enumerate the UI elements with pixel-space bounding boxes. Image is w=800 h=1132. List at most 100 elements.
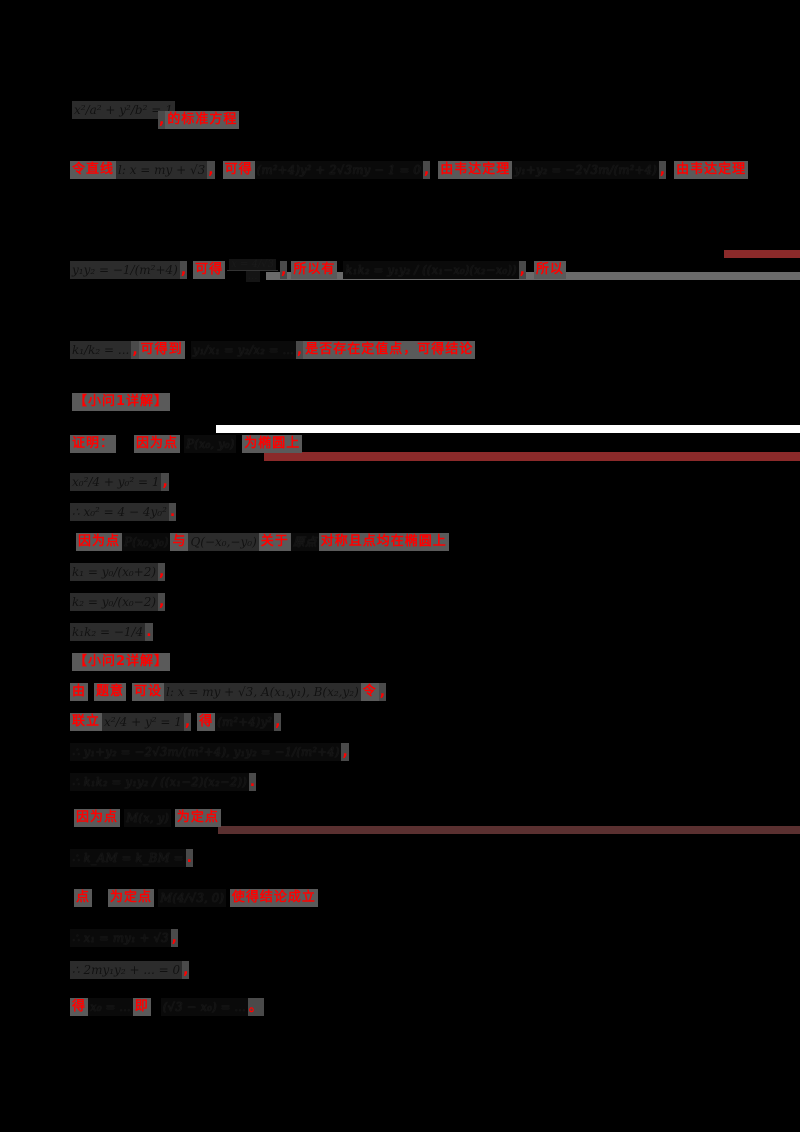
line-14: ∴ y₁+y₂ = −2√3m/(m²+4), y₁y₂ = −1/(m²+4)… xyxy=(70,742,349,762)
label: 为定点 xyxy=(108,889,155,907)
label: 证明： xyxy=(70,435,117,453)
label: 由韦达定理 xyxy=(674,161,749,179)
formula: P(x₀, y₀) xyxy=(184,435,237,453)
label: 联立 xyxy=(70,713,103,731)
punct: , xyxy=(161,473,169,491)
punct: 。 xyxy=(247,998,264,1016)
line-13: 联立 x²/4 + y² = 1 , 得 (m²+4)y² , xyxy=(70,712,282,732)
line-12: 由 题意 可设 l: x = my + √3, A(x₁,y₁), B(x₂,y… xyxy=(70,682,387,702)
punct: , xyxy=(170,929,178,947)
label: 可得到 xyxy=(138,341,185,359)
line-1-label: , 的标准方程 xyxy=(158,110,240,130)
denominator: … xyxy=(245,270,260,282)
formula: Q(−x₀,−y₀) xyxy=(188,533,259,551)
label: 为椭圆上 xyxy=(242,435,303,453)
formula: ∴ y₁+y₂ = −2√3m/(m²+4), y₁y₂ = −1/(m²+4) xyxy=(70,743,342,761)
line-16: 因为点 M(x, y) 为定点 xyxy=(74,808,221,828)
formula: k₂ = y₀/(x₀−2) xyxy=(70,593,159,611)
punct: . xyxy=(185,849,193,867)
red-rule-lower xyxy=(218,826,800,834)
line-9: k₁ = y₀/(x₀+2) , xyxy=(70,562,166,582)
punct: , xyxy=(280,261,288,279)
punct: , xyxy=(274,713,282,731)
formula: y₁/x₁ = y₂/x₂ = ... xyxy=(190,341,296,359)
line-2: 令直线 l: x = my + √3 , 可得 (m²+4)y² + 2√3my… xyxy=(70,160,749,180)
punct: , xyxy=(131,341,139,359)
line-21: 得 x₀ = ... 即 (√3 − x₀) = ... 。 xyxy=(70,994,264,1020)
numerator: x = 4/√3 xyxy=(229,258,277,270)
section-heading: 【小问1详解】 xyxy=(72,393,171,411)
formula: y₁+y₂ = −2√3m/(m²+4) xyxy=(512,161,659,179)
line-5: 证明： 因为点 P(x₀, y₀) 为椭圆上 xyxy=(70,434,303,454)
label: 是否存在定值点，可得结论 xyxy=(303,341,476,359)
punct: , xyxy=(158,593,166,611)
punct: , xyxy=(378,683,387,701)
formula: l: x = my + √3 xyxy=(116,161,208,179)
punct: , xyxy=(518,261,526,279)
formula: ∴ 2my₁y₂ + ... = 0 xyxy=(70,961,183,979)
punct: , xyxy=(179,261,188,279)
label: 点 xyxy=(74,889,93,907)
fraction-bar xyxy=(227,269,279,271)
formula: (m²+4)y² + 2√3my − 1 = 0 xyxy=(254,161,423,179)
label: 对称且点均在椭圆上 xyxy=(318,533,449,551)
label: 所以有 xyxy=(291,261,338,279)
punct: , xyxy=(295,341,304,359)
formula: ∴ k_AM = k_BM = xyxy=(70,849,186,867)
line-10: k₂ = y₀/(x₀−2) , xyxy=(70,592,166,612)
formula: x²/4 + y² = 1 xyxy=(102,713,184,731)
label: 因为点 xyxy=(134,435,181,453)
white-rule xyxy=(216,425,800,433)
line-4: k₁/k₂ = ... , 可得到 y₁/x₁ = y₂/x₂ = ... , … xyxy=(70,332,476,368)
punct: , xyxy=(422,161,431,179)
label: 可得 xyxy=(222,161,255,179)
formula: x₀ = ... xyxy=(88,998,133,1016)
formula: l: x = my + √3, A(x₁,y₁), B(x₂,y₂) xyxy=(164,683,361,701)
label: 使得结论成立 xyxy=(229,889,318,907)
formula: ∴ x₀² = 4 − 4y₀² xyxy=(70,503,169,521)
label: 由 xyxy=(70,683,89,701)
formula: ∴ k₁k₂ = y₁y₂ / ((x₁−2)(x₂−2)) xyxy=(70,773,249,791)
punct: . xyxy=(248,773,257,791)
fraction: x = 4/√3 … xyxy=(227,258,279,282)
line-1: x²/a² + y²/b² = 1 xyxy=(72,100,175,120)
formula: k₁k₂ = y₁y₂ / ((x₁−x₀)(x₂−x₀)) xyxy=(343,261,519,279)
heading-part-1: 【小问1详解】 xyxy=(72,392,171,412)
label: 得 xyxy=(70,998,89,1016)
line-19: ∴ x₁ = my₁ + √3 , xyxy=(70,928,178,948)
label: 题意 xyxy=(94,683,127,701)
section-heading: 【小问2详解】 xyxy=(72,653,171,671)
punct: , xyxy=(158,563,166,581)
formula: x²/a² + y²/b² = 1 xyxy=(72,101,175,119)
formula: ∴ x₁ = my₁ + √3 xyxy=(70,929,171,947)
label: 令 xyxy=(360,683,379,701)
formula: M(4/√3, 0) xyxy=(158,889,226,907)
label: 的标准方程 xyxy=(165,111,240,129)
formula: M(x, y) xyxy=(124,809,171,827)
line-15: ∴ k₁k₂ = y₁y₂ / ((x₁−2)(x₂−2)) . xyxy=(70,772,257,792)
label: 可设 xyxy=(132,683,165,701)
formula: k₁ = y₀/(x₀+2) xyxy=(70,563,159,581)
formula: (√3 − x₀) = ... xyxy=(160,998,248,1016)
formula: k₁/k₂ = ... xyxy=(70,341,132,359)
punct: , xyxy=(341,743,349,761)
punct: , xyxy=(182,961,190,979)
label: 可得 xyxy=(193,261,226,279)
line-7: ∴ x₀² = 4 − 4y₀² . xyxy=(70,502,177,522)
line-18: 点 为定点 M(4/√3, 0) 使得结论成立 xyxy=(74,888,318,908)
formula: (m²+4)y² xyxy=(215,713,275,731)
label: 得 xyxy=(197,713,216,731)
label: 即 xyxy=(132,998,151,1016)
gray-rule xyxy=(266,272,800,280)
formula: k₁k₂ = −1/4 xyxy=(70,623,146,641)
label: 因为点 xyxy=(76,533,123,551)
line-17: ∴ k_AM = k_BM = . xyxy=(70,848,193,868)
formula: y₁y₂ = −1/(m²+4) xyxy=(70,261,180,279)
punct: . xyxy=(145,623,153,641)
label: 所以 xyxy=(533,261,566,279)
label: 关于 xyxy=(258,533,291,551)
formula: x₀²/4 + y₀² = 1 xyxy=(70,473,162,491)
label: 由韦达定理 xyxy=(438,161,513,179)
formula: P(x₀,y₀) xyxy=(122,533,171,551)
line-8: 因为点 P(x₀,y₀) 与 Q(−x₀,−y₀) 关于 原点 对称且点均在椭圆… xyxy=(76,532,449,552)
